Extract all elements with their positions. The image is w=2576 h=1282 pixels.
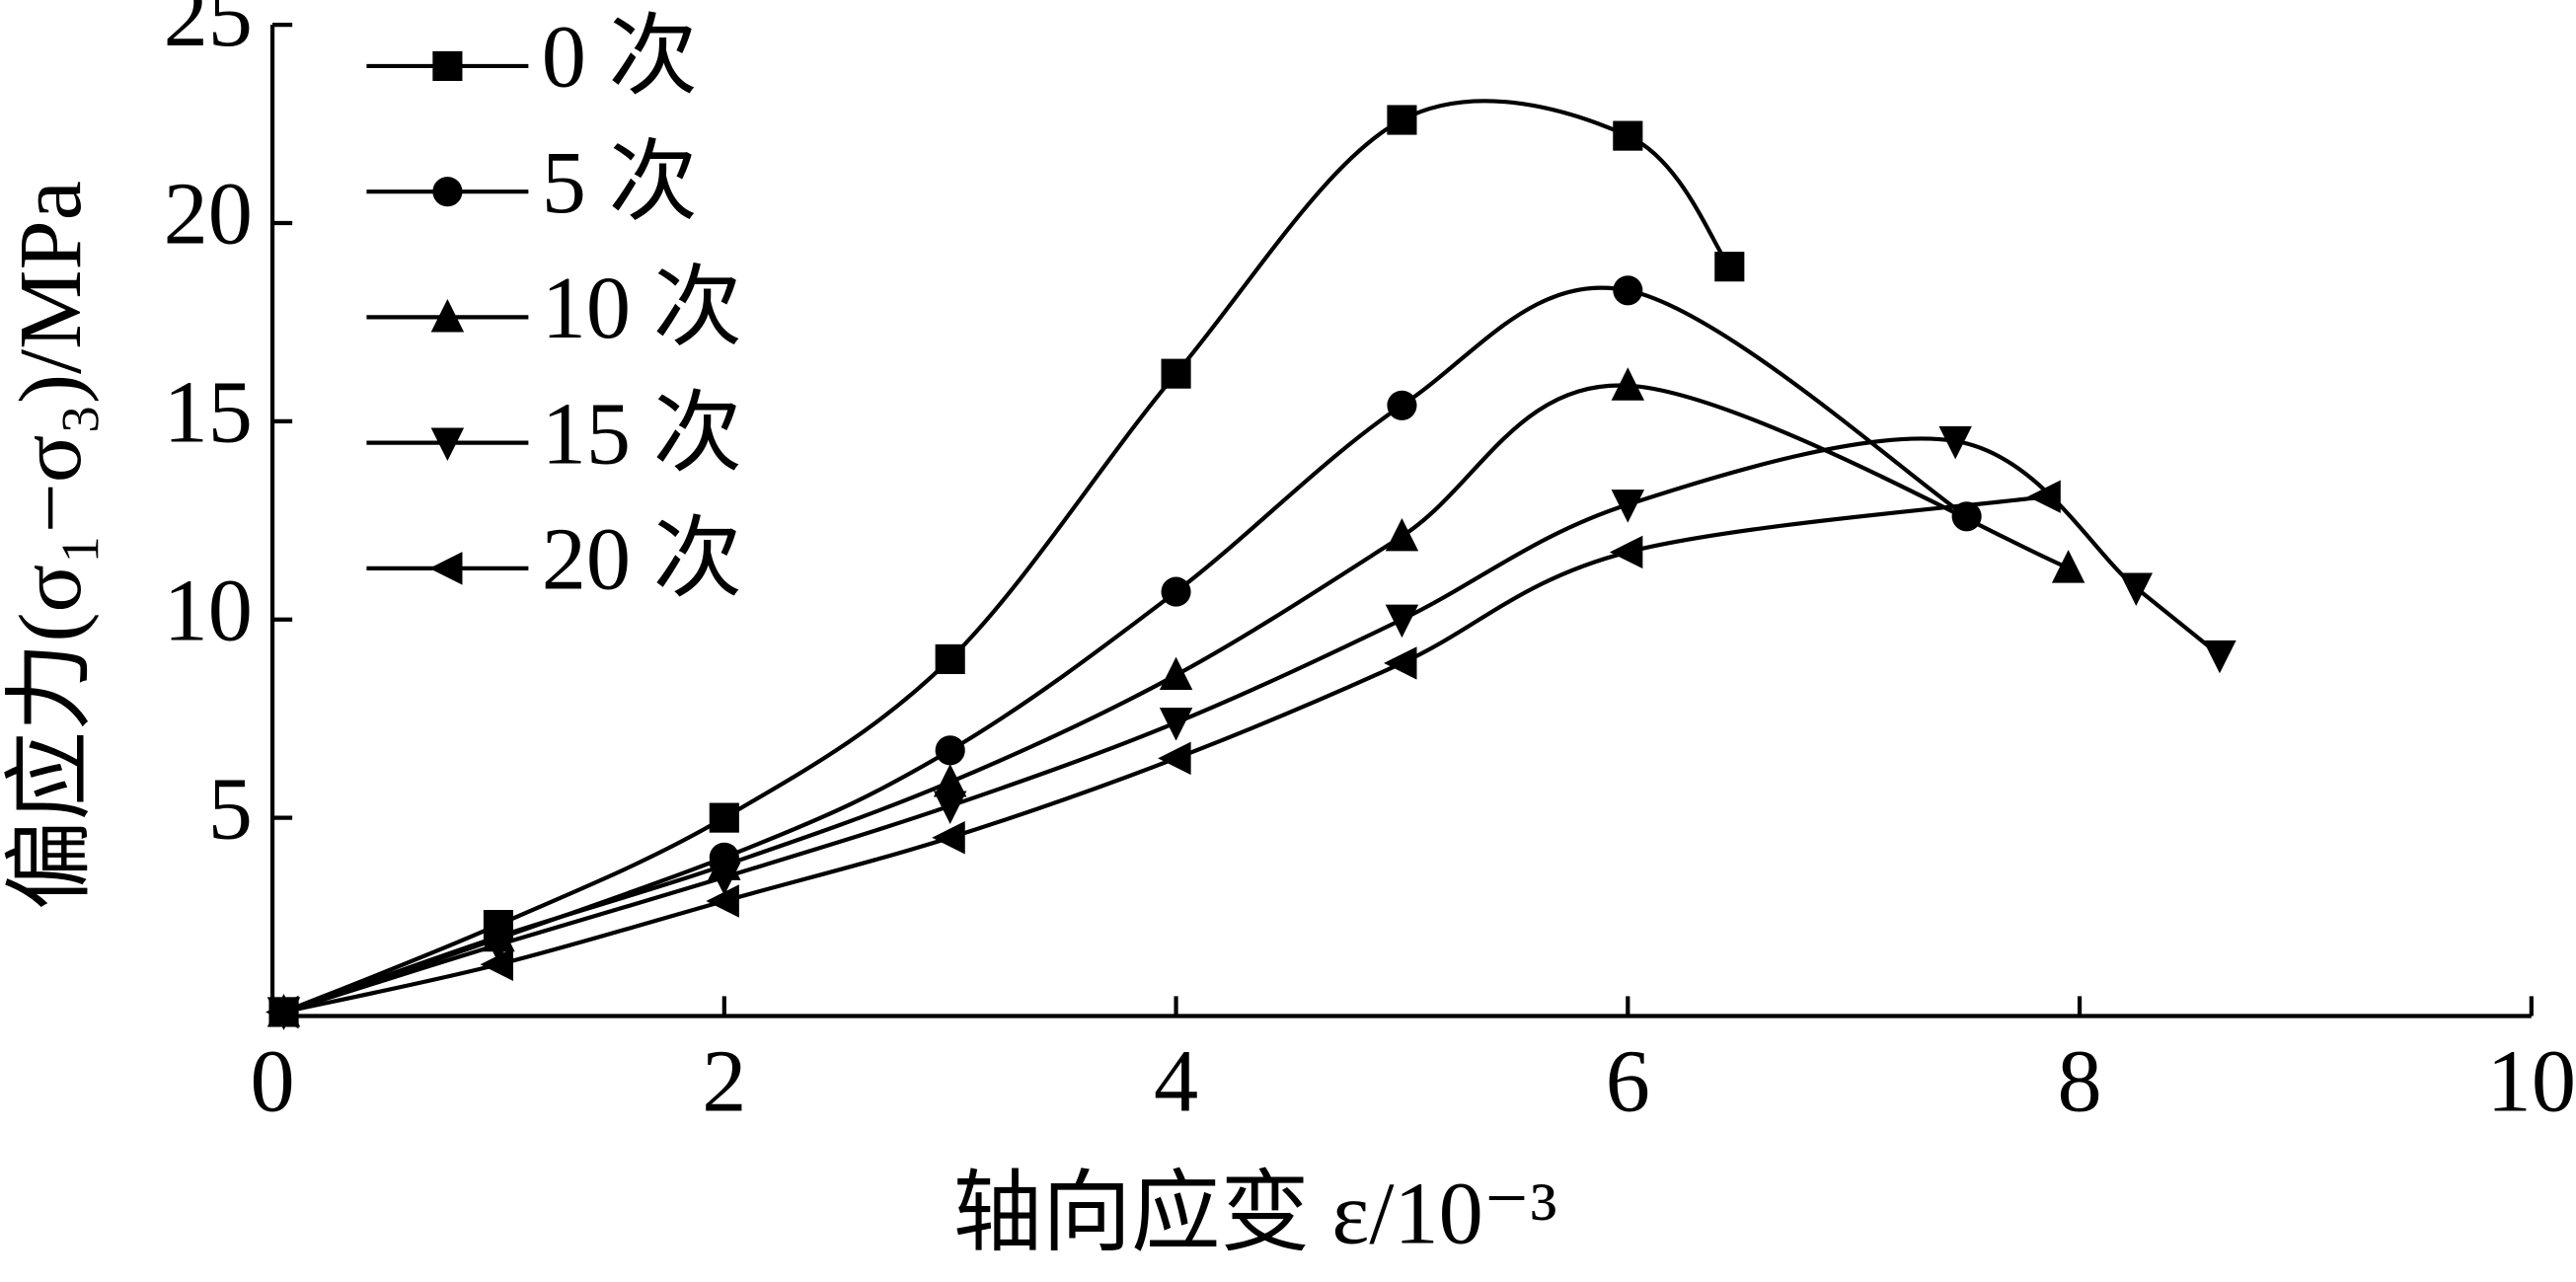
marker — [1611, 367, 1645, 401]
marker — [1158, 741, 1191, 776]
y-tick-label: 10 — [164, 560, 253, 659]
legend-label: 15 次 — [542, 383, 742, 483]
marker — [1159, 656, 1193, 691]
series-line — [282, 436, 2222, 1015]
series-line — [282, 99, 1731, 1015]
x-tick-label: 10 — [2487, 1031, 2576, 1131]
y-tick-label: 5 — [208, 758, 253, 858]
marker — [1714, 252, 1745, 282]
marker — [709, 802, 739, 833]
marker — [1387, 390, 1417, 420]
marker — [1159, 708, 1193, 741]
series-line — [282, 383, 2070, 1015]
marker — [932, 820, 965, 855]
marker — [933, 791, 967, 824]
marker — [1161, 576, 1191, 607]
marker — [429, 552, 463, 585]
marker — [482, 930, 515, 963]
marker — [1161, 358, 1191, 389]
y-tick-label: 25 — [164, 0, 253, 65]
marker — [935, 735, 965, 766]
marker — [1609, 535, 1643, 569]
legend-label: 10 次 — [542, 258, 742, 357]
marker — [430, 427, 465, 462]
x-tick-label: 6 — [1606, 1031, 1650, 1131]
legend-label: 20 次 — [542, 509, 742, 609]
marker — [1385, 517, 1419, 552]
marker — [1384, 646, 1417, 680]
marker — [480, 947, 513, 982]
marker — [935, 643, 965, 674]
x-tick-label: 2 — [702, 1031, 746, 1131]
legend-label: 0 次 — [542, 7, 698, 107]
marker — [2027, 480, 2061, 513]
marker — [265, 995, 299, 1029]
marker — [432, 50, 463, 82]
marker — [2203, 640, 2236, 674]
x-tick-label: 0 — [250, 1031, 294, 1131]
marker — [1613, 120, 1643, 151]
y-tick-label: 15 — [164, 362, 253, 462]
x-axis-title: 轴向应变 ε/10⁻³ — [953, 1163, 1557, 1262]
marker — [708, 862, 741, 896]
marker — [430, 298, 465, 333]
marker — [1938, 425, 1972, 460]
legend-label: 5 次 — [542, 132, 698, 232]
marker — [2119, 572, 2154, 607]
marker — [706, 884, 739, 918]
x-tick-label: 8 — [2057, 1031, 2101, 1131]
marker — [1613, 275, 1643, 306]
marker — [1385, 604, 1419, 639]
x-tick-label: 4 — [1154, 1031, 1198, 1131]
y-axis-title: 偏应力(σ₁−σ₃)/MPa — [0, 181, 100, 910]
marker — [432, 177, 463, 207]
marker — [933, 764, 967, 797]
marker — [1611, 490, 1645, 523]
marker — [2051, 550, 2085, 583]
marker — [1387, 105, 1417, 135]
y-tick-label: 20 — [164, 164, 253, 264]
series-line — [282, 285, 1968, 1015]
